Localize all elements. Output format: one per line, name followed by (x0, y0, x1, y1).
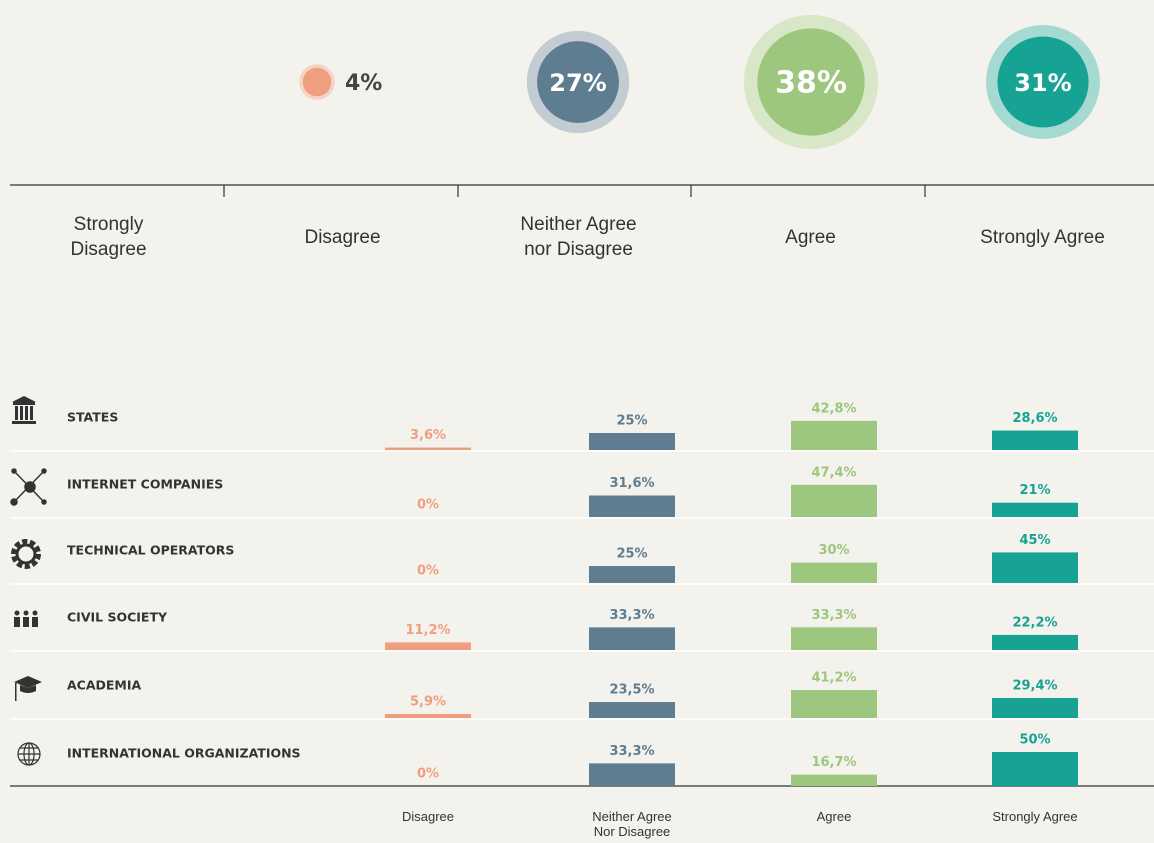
overall-label: 4% (345, 71, 382, 96)
overall-label: 27% (549, 69, 606, 97)
overall-circle (537, 41, 619, 123)
icon-people (14, 610, 38, 627)
category-label: INTERNET COMPANIES (67, 477, 223, 492)
value-label: 22,2% (1012, 615, 1057, 630)
overall-label: 31% (1014, 69, 1071, 97)
bar (791, 774, 877, 786)
bar (385, 642, 471, 650)
icon-globe (17, 742, 41, 766)
series-label: Strongly Agree (992, 809, 1078, 824)
icon-gear (11, 539, 41, 569)
category-label: INTERNATIONAL ORGANIZATIONS (67, 746, 301, 761)
value-label: 33,3% (811, 608, 856, 623)
bar (992, 634, 1078, 650)
scale-label: Strongly Disagree (70, 214, 147, 260)
value-label: 29,4% (1012, 679, 1057, 694)
bar (791, 562, 877, 583)
value-label: 28,6% (1012, 411, 1057, 426)
bar (992, 552, 1078, 583)
bar (791, 689, 877, 718)
value-label: 30% (818, 543, 849, 558)
bar (589, 702, 675, 718)
value-label: 42,8% (811, 401, 856, 416)
value-label: 25% (616, 547, 647, 562)
value-label: 50% (1019, 733, 1050, 748)
bar (589, 627, 675, 650)
bar (589, 495, 675, 517)
value-label: 0% (417, 498, 439, 513)
scale-label: Strongly Agree (980, 226, 1105, 248)
icons (10, 396, 47, 766)
icon-network (10, 468, 47, 506)
scale-label: Disagree (304, 226, 381, 248)
series-label: Disagree (401, 809, 455, 824)
value-label: 33,3% (609, 744, 654, 759)
value-label: 16,7% (811, 755, 856, 770)
scale-label: Neither Agree nor Disagree (520, 214, 637, 260)
series-label: Neither Agree Nor Disagree (592, 809, 672, 839)
value-label: 3,6% (410, 428, 446, 443)
value-label: 11,2% (405, 623, 450, 638)
bar (992, 698, 1078, 718)
value-label: 47,4% (811, 465, 856, 480)
overall-circle (997, 36, 1089, 128)
overall-label: 38% (775, 66, 847, 101)
value-label: 0% (417, 767, 439, 782)
scale-label: Agree (785, 226, 836, 248)
icon-academia (14, 676, 42, 701)
value-label: 23,5% (609, 683, 654, 698)
value-label: 25% (616, 414, 647, 429)
bar (385, 713, 471, 718)
category-label: CIVIL SOCIETY (67, 610, 168, 625)
category-label: ACADEMIA (67, 678, 142, 693)
value-label: 0% (417, 564, 439, 579)
category-label: STATES (67, 410, 118, 425)
bar (385, 447, 471, 450)
category-label: TECHNICAL OPERATORS (67, 543, 234, 558)
value-label: 5,9% (410, 694, 446, 709)
bar (791, 484, 877, 517)
overall-circle (302, 67, 332, 97)
value-label: 33,3% (609, 608, 654, 623)
value-label: 45% (1019, 533, 1050, 548)
bar (791, 420, 877, 450)
bar (589, 566, 675, 583)
bar (992, 502, 1078, 517)
bar (791, 627, 877, 650)
value-label: 41,2% (811, 670, 856, 685)
bar (992, 430, 1078, 450)
overall-circle (757, 28, 865, 136)
value-label: 31,6% (609, 476, 654, 491)
icon-states (12, 396, 36, 424)
bar (992, 752, 1078, 786)
value-label: 21% (1019, 483, 1050, 498)
bar (589, 433, 675, 450)
bar (589, 763, 675, 786)
series-label: Agree (816, 809, 852, 824)
